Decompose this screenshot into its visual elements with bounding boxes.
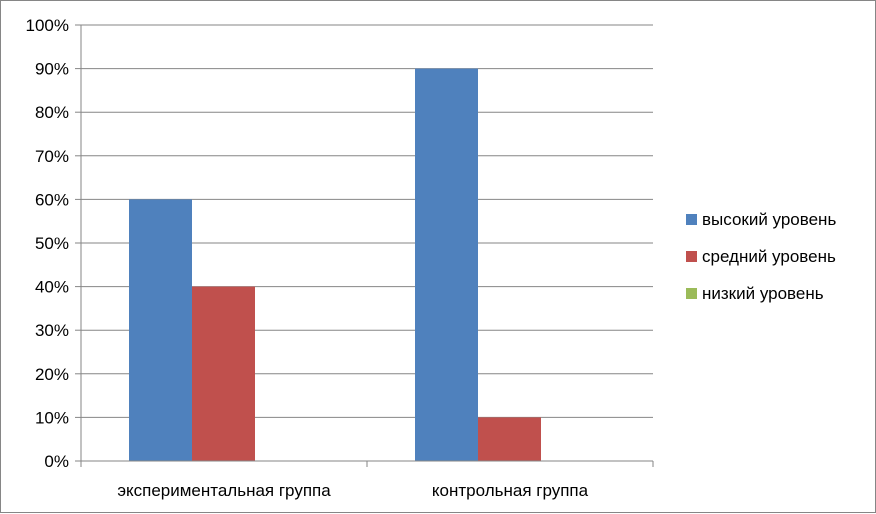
bar-2-1: [192, 286, 255, 461]
legend-label: низкий уровень: [702, 284, 824, 303]
legend-label: высокий уровень: [702, 210, 836, 229]
y-tick-label: 30%: [35, 321, 69, 340]
y-tick-label: 10%: [35, 408, 69, 427]
y-tick-label: 50%: [35, 234, 69, 253]
y-tick-label: 90%: [35, 60, 69, 79]
legend: высокий уровень средний уровень низкий уро…: [686, 210, 836, 303]
legend-swatch: [686, 251, 697, 262]
bar-1-2: [415, 68, 478, 461]
y-tick-label: 60%: [35, 190, 69, 209]
y-tick-label: 80%: [35, 103, 69, 122]
y-tick-label: 100%: [26, 16, 69, 35]
y-tick-labels: 0% 10% 20% 30% 40% 50% 60% 70% 80% 90% 100%: [26, 16, 69, 471]
legend-swatch: [686, 214, 697, 225]
y-tick-label: 20%: [35, 365, 69, 384]
legend-swatch: [686, 288, 697, 299]
y-tick-label: 0%: [44, 452, 69, 471]
bars: [129, 68, 541, 461]
category-label: контрольная группа: [432, 481, 589, 500]
y-tick-label: 70%: [35, 147, 69, 166]
axes: [75, 24, 654, 467]
category-labels: экспериментальная группа контрольная груп…: [117, 481, 588, 500]
bar-2-2: [478, 417, 541, 461]
legend-label: средний уровень: [702, 247, 836, 266]
bar-1-1: [129, 199, 192, 461]
y-tick-label: 40%: [35, 278, 69, 297]
category-label: экспериментальная группа: [117, 481, 331, 500]
